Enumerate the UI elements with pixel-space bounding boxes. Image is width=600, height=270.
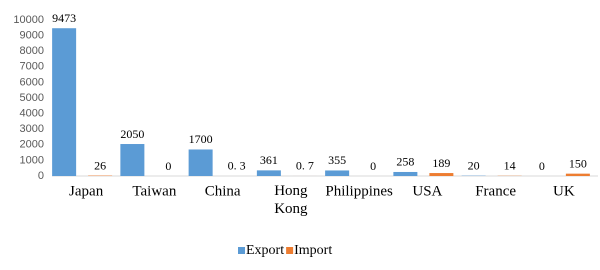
bar [52, 28, 77, 177]
y-tick-label: 4000 [20, 108, 44, 120]
legend-swatch [286, 247, 294, 254]
value-label: 355 [328, 153, 346, 167]
value-label: 20 [468, 158, 480, 172]
bar [256, 170, 281, 176]
y-tick-label: 9000 [20, 30, 44, 42]
value-label: 189 [432, 156, 450, 170]
value-label: 258 [396, 155, 414, 169]
x-tick-label: China [205, 183, 241, 199]
y-tick-label: 8000 [20, 45, 44, 57]
value-label: 1700 [189, 132, 213, 146]
x-tick-label-line: Hong [274, 183, 308, 199]
x-tick-label: USA [412, 183, 442, 199]
x-tick-label-line: Kong [274, 201, 308, 217]
value-label: 150 [569, 156, 587, 170]
value-label: 361 [260, 153, 278, 167]
x-tick-label: Taiwan [132, 183, 176, 199]
bar [325, 170, 350, 176]
x-tick-label: Philippines [325, 183, 393, 199]
y-tick-label: 7000 [20, 61, 44, 73]
value-label: 0. 3 [228, 159, 246, 173]
value-label: 0. 7 [296, 159, 314, 173]
legend-swatch [238, 247, 245, 254]
y-tick-label: 0 [38, 170, 44, 182]
x-tick-label: Hong Kong [274, 183, 308, 217]
bar [429, 173, 454, 176]
value-label: 0 [539, 159, 545, 173]
value-label: 14 [504, 159, 516, 173]
y-tick-label: 6000 [20, 76, 44, 88]
legend-label: Import [294, 243, 332, 258]
bar [565, 173, 590, 176]
value-label: 0 [165, 159, 171, 173]
y-tick-label: 1000 [20, 154, 44, 166]
legend-label: Export [246, 243, 284, 258]
bar [393, 171, 418, 176]
x-tick-label: France [475, 183, 516, 199]
y-tick-label: 2000 [20, 139, 44, 151]
x-tick-label: Japan [69, 183, 104, 199]
bar [120, 144, 145, 176]
x-tick-label: UK [553, 183, 575, 199]
y-tick-label: 5000 [20, 92, 44, 104]
value-label: 26 [94, 158, 106, 172]
value-label: 9473 [52, 11, 76, 25]
y-tick-label: 10000 [13, 14, 44, 26]
y-tick-label: 3000 [20, 123, 44, 135]
bar [188, 149, 213, 176]
value-label: 2050 [120, 127, 144, 141]
value-label: 0 [370, 159, 376, 173]
